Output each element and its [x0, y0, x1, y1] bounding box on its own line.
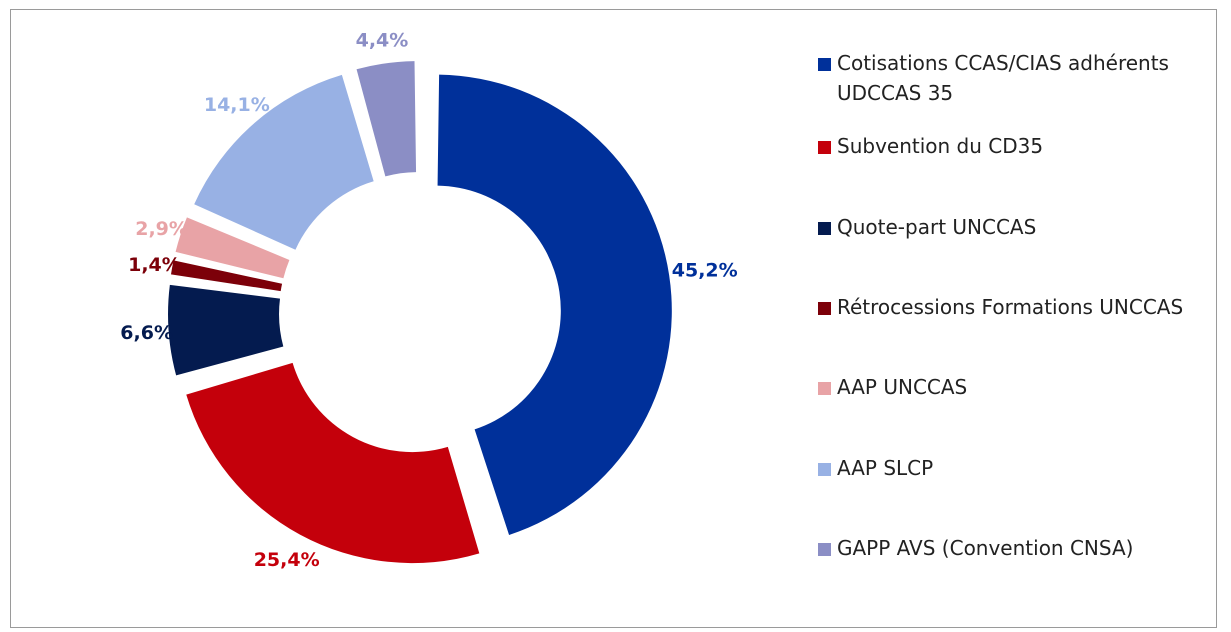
- data-label-gapp-avs-convention-cnsa: 4,4%: [356, 30, 409, 52]
- data-label-retrocessions-formations-unccas: 1,4%: [128, 254, 181, 276]
- data-label-aap-unccas: 2,9%: [135, 218, 188, 240]
- legend-item-aap-unccas: AAP UNCCAS: [818, 372, 1207, 402]
- data-label-cotisations-ccas-cias-adherents-udccas-35: 45,2%: [672, 260, 738, 282]
- data-label-quote-part-unccas: 6,6%: [120, 322, 173, 344]
- legend-label: GAPP AVS (Convention CNSA): [837, 536, 1134, 560]
- legend-swatch: [818, 543, 831, 556]
- legend-swatch: [818, 58, 831, 71]
- legend-label: AAP UNCCAS: [837, 375, 968, 399]
- legend-swatch: [818, 302, 831, 315]
- legend-item-quote-part: Quote-part UNCCAS: [818, 212, 1207, 242]
- legend-item-aap-slcp: AAP SLCP: [818, 453, 1207, 483]
- legend-swatch: [818, 141, 831, 154]
- legend-label: Quote-part UNCCAS: [837, 215, 1037, 239]
- data-label-subvention-du-cd35: 25,4%: [254, 549, 320, 571]
- legend-swatch: [818, 463, 831, 476]
- slice-quote-part-unccas: [168, 284, 284, 376]
- legend-swatch: [818, 222, 831, 235]
- slice-subvention-du-cd35: [186, 362, 480, 564]
- legend-item-gapp-avs: GAPP AVS (Convention CNSA): [818, 533, 1207, 563]
- legend-label: Cotisations CCAS/CIAS adhérents UDCCAS 3…: [837, 51, 1169, 105]
- legend-item-retrocessions: Rétrocessions Formations UNCCAS: [818, 292, 1207, 322]
- slice-cotisations-ccas-cias-adherents-udccas-35: [437, 74, 672, 535]
- data-label-aap-slcp: 14,1%: [204, 94, 270, 116]
- legend-label: Rétrocessions Formations UNCCAS: [837, 295, 1184, 319]
- slice-retrocessions-formations-unccas: [170, 260, 283, 292]
- legend-label: AAP SLCP: [837, 456, 934, 480]
- legend-swatch: [818, 382, 831, 395]
- slice-gapp-avs-convention-cnsa: [356, 61, 417, 177]
- legend-label: Subvention du CD35: [837, 134, 1044, 158]
- legend-item-subvention: Subvention du CD35: [818, 131, 1207, 161]
- slice-aap-slcp: [194, 74, 374, 250]
- legend-item-cotisations: Cotisations CCAS/CIAS adhérents UDCCAS 3…: [818, 48, 1207, 108]
- slice-aap-unccas: [175, 217, 290, 279]
